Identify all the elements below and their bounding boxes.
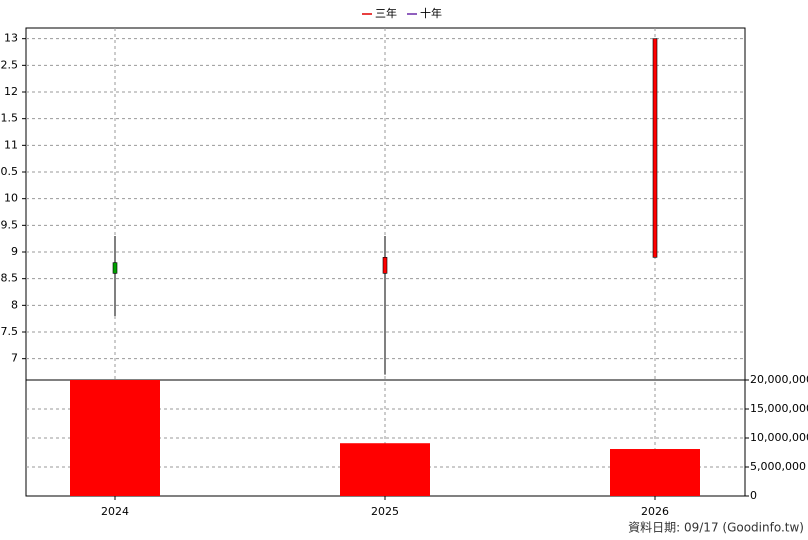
y2-tick-label: 20,000,000 — [750, 373, 808, 386]
y-tick-label: 12 — [4, 85, 18, 98]
y-tick-label: 13 — [4, 32, 18, 45]
candle-body — [382, 257, 388, 274]
x-tick-label: 2025 — [371, 505, 399, 518]
y-tick-label: 7 — [11, 352, 18, 365]
y-tick-label: 8.5 — [1, 272, 19, 285]
y-tick-label: 0.5 — [1, 165, 19, 178]
y2-tick-label: 0 — [750, 489, 757, 502]
x-tick-label: 2026 — [641, 505, 669, 518]
volume-bar — [610, 449, 700, 496]
y-tick-label: 2.5 — [1, 58, 19, 71]
y-tick-label: 10 — [4, 192, 18, 205]
y2-tick-label: 10,000,000 — [750, 431, 808, 444]
volume-bar — [70, 380, 160, 496]
y-tick-label: 7.5 — [1, 325, 19, 338]
footnote: 資料日期: 09/17 (Goodinfo.tw) — [628, 521, 804, 535]
y-tick-label: 8 — [11, 298, 18, 311]
y-tick-label: 1.5 — [1, 112, 19, 125]
x-tick-label: 2024 — [101, 505, 129, 518]
legend-label: 十年 — [420, 6, 442, 20]
volume-bar — [340, 443, 430, 496]
y-tick-label: 11 — [4, 138, 18, 151]
y2-tick-label: 15,000,000 — [750, 402, 808, 415]
y2-tick-label: 5,000,000 — [750, 460, 806, 473]
candle-body — [652, 38, 658, 258]
legend-label: 三年 — [375, 6, 397, 20]
y-tick-label: 9 — [11, 245, 18, 258]
y-tick-label: 9.5 — [1, 218, 19, 231]
candle-body — [112, 262, 118, 274]
